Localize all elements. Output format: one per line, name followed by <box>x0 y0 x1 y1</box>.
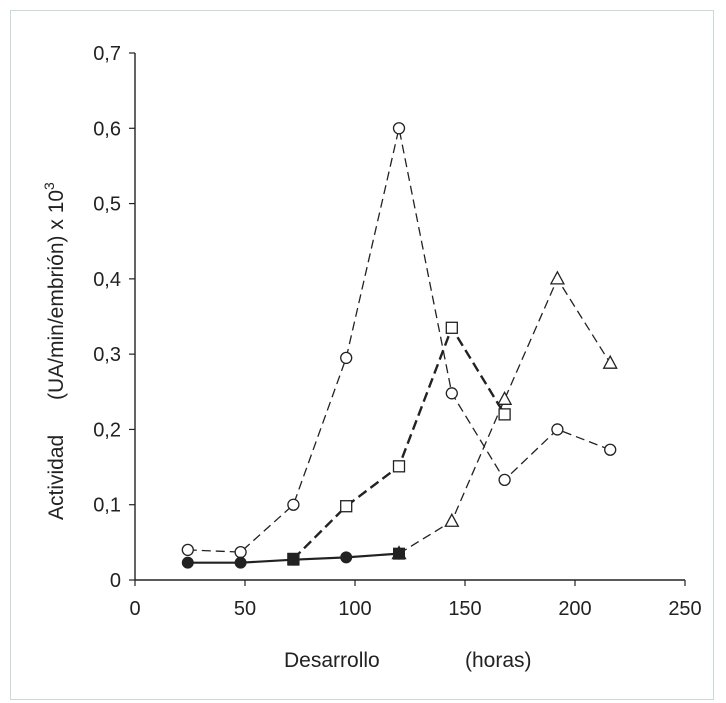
series-2-point <box>392 460 406 473</box>
x-tick-label: 150 <box>448 598 481 620</box>
x-tick-label: 0 <box>129 598 140 620</box>
series-5-point <box>287 553 300 566</box>
series-4-point <box>181 556 194 569</box>
y-tick-label: 0,5 <box>93 194 121 216</box>
series-layer <box>181 122 618 569</box>
series-3-point <box>444 512 460 527</box>
y-axis-unit-base: (UA/min/embrión) x 10 <box>45 190 68 400</box>
y-tick-label: 0,6 <box>93 118 121 140</box>
series-4-point <box>340 551 353 564</box>
series-2-point <box>340 500 353 513</box>
series-1-point <box>340 351 353 365</box>
series-4-point <box>234 556 247 569</box>
x-tick-label: 100 <box>338 598 371 620</box>
series-2-point <box>498 408 511 421</box>
x-tick-label: 200 <box>558 598 591 620</box>
x-tick-label: 50 <box>234 598 256 620</box>
y-axis-label: Actividad <box>45 435 68 520</box>
series-2-line <box>292 325 506 560</box>
series-3-point <box>602 354 618 369</box>
series-1-point <box>234 545 247 559</box>
series-2-point <box>445 321 458 334</box>
y-tick-label: 0,1 <box>93 495 121 517</box>
y-tick-label: 0,7 <box>93 43 121 65</box>
axes: 0 0,1 0,2 0,3 0,4 0,5 0,6 0,7 0 50 100 150 200 250 <box>93 43 702 620</box>
x-tick-label: 250 <box>668 598 701 620</box>
y-axis-unit-label: (UA/min/embrión) x 103 <box>41 182 68 400</box>
series-1-point <box>498 473 511 487</box>
series-1-point <box>551 423 564 436</box>
y-tick-label: 0,2 <box>93 419 121 441</box>
y-tick-label: 0,3 <box>93 344 121 366</box>
y-tick-label: 0 <box>110 570 121 592</box>
series-1-point <box>604 443 617 456</box>
series-1-point <box>287 498 300 511</box>
series-1-point <box>181 543 194 557</box>
y-tick-label: 0,4 <box>93 269 121 291</box>
chart-frame <box>10 10 714 700</box>
y-axis-unit-exponent: 3 <box>41 182 57 190</box>
series-1-point <box>445 387 458 400</box>
x-axis-label: Desarrollo <box>284 649 380 672</box>
series-3-point <box>549 270 565 285</box>
series-1-line <box>187 128 611 553</box>
series-1-point <box>392 122 406 135</box>
x-axis-unit-label: (horas) <box>465 649 532 672</box>
series-3-point <box>497 390 513 405</box>
series-5-point <box>393 547 405 560</box>
